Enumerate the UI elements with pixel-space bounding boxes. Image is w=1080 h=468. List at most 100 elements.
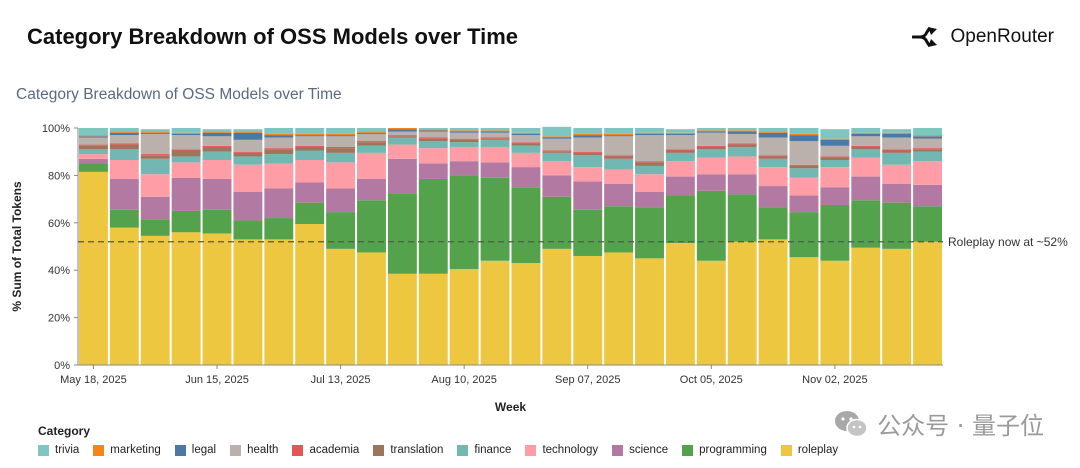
bar-segment-health — [326, 136, 356, 147]
bar-segment-health — [542, 138, 572, 151]
bar-segment-roleplay — [573, 255, 603, 365]
bar-segment-legal — [758, 132, 788, 138]
bar-segment-marketing — [758, 131, 788, 133]
bar-segment-academia — [758, 155, 788, 157]
bar-segment-trivia — [449, 128, 479, 131]
bar-segment-trivia — [511, 128, 541, 133]
bar-segment-translation — [882, 150, 912, 153]
bar-segment-health — [635, 135, 664, 162]
legend-swatch — [612, 444, 624, 456]
bar-segment-trivia — [202, 129, 232, 132]
bar-segment-programming — [449, 175, 479, 270]
bar-segment-trivia — [851, 128, 881, 133]
bar-segment-roleplay — [326, 248, 356, 365]
bar-segment-legal — [202, 132, 232, 137]
bar-segment-programming — [233, 220, 263, 240]
bar-segment-science — [511, 167, 541, 188]
legend-label: technology — [542, 444, 599, 456]
bar-segment-legal — [79, 136, 108, 138]
bar-segment-academia — [418, 137, 448, 139]
bar-segment-finance — [573, 155, 603, 168]
bar-segment-marketing — [202, 131, 232, 133]
bar-segment-marketing — [573, 133, 603, 136]
bar-segment-legal — [635, 133, 664, 136]
bar-segment-legal — [387, 129, 417, 132]
legend-item-translation[interactable]: translation — [373, 444, 443, 456]
bar-segment-roleplay — [480, 260, 510, 365]
bar-segment-trivia — [727, 128, 757, 131]
bar-segment-programming — [295, 202, 325, 224]
legend-label: science — [629, 444, 669, 456]
legend-item-marketing[interactable]: marketing — [93, 444, 161, 456]
bar-segment-legal — [789, 135, 819, 142]
bar-segment-finance — [851, 149, 881, 158]
bar-segment-science — [264, 188, 294, 219]
bar-segment-academia — [882, 149, 912, 151]
bar-segment-roleplay — [758, 239, 788, 365]
bar-segment-legal — [573, 135, 603, 138]
bar-segment-science — [233, 191, 263, 221]
bar-segment-health — [727, 133, 757, 144]
bar-segment-legal — [851, 133, 881, 137]
x-tick-label: Sep 07, 2025 — [555, 374, 620, 386]
bar-segment-marketing — [511, 132, 541, 134]
legend-item-academia[interactable]: academia — [292, 444, 359, 456]
bar-segment-programming — [789, 212, 819, 258]
bar-segment-health — [665, 135, 695, 150]
bar-segment-health — [295, 136, 325, 146]
bar-segment-translation — [202, 146, 232, 152]
legend-item-technology[interactable]: technology — [525, 444, 598, 456]
bar-segment-science — [171, 177, 201, 211]
bar-segment-roleplay — [109, 227, 139, 365]
brand[interactable]: OpenRouter — [912, 26, 1054, 48]
legend-item-legal[interactable]: legal — [174, 444, 216, 456]
bar-segment-marketing — [264, 133, 294, 136]
legend-label: finance — [474, 444, 512, 456]
legend-item-science[interactable]: science — [612, 444, 668, 456]
bar-segment-academia — [511, 142, 541, 144]
bar-segment-marketing — [604, 133, 634, 136]
bar-segment-health — [418, 131, 448, 138]
bar-segment-programming — [635, 207, 664, 259]
legend: Category trivia marketing legal health acade… — [38, 424, 852, 456]
legend-item-finance[interactable]: finance — [457, 444, 511, 456]
bar-segment-programming — [357, 200, 386, 253]
y-tick-label: 20% — [48, 313, 70, 325]
legend-label: translation — [390, 444, 444, 456]
bar-segment-technology — [789, 177, 819, 196]
bar-segment-academia — [449, 138, 479, 140]
bar-segment-finance — [665, 152, 695, 162]
bar-segment-trivia — [480, 128, 510, 131]
bar-segment-academia — [727, 143, 757, 145]
bar-segment-roleplay — [511, 263, 541, 365]
bar-segment-legal — [171, 133, 201, 136]
bar-segment-technology — [140, 174, 170, 197]
bar-segment-technology — [357, 152, 386, 179]
legend-item-health[interactable]: health — [230, 444, 278, 456]
bar-segment-academia — [913, 148, 942, 150]
bar-segment-science — [604, 183, 634, 207]
bar-segment-science — [913, 184, 942, 207]
legend-item-roleplay[interactable]: roleplay — [780, 444, 838, 456]
bar-segment-health — [357, 133, 386, 142]
bar-segment-finance — [542, 152, 572, 162]
bar-segment-translation — [820, 157, 850, 160]
bar-segment-translation — [449, 139, 479, 143]
bar-segment-academia — [789, 164, 819, 166]
bar-segment-marketing — [295, 133, 325, 136]
bar-segment-science — [109, 178, 139, 210]
bar-segment-science — [820, 187, 850, 206]
bar-segment-academia — [79, 144, 108, 146]
bar-segment-science — [449, 161, 479, 176]
bar-segment-marketing — [79, 135, 108, 137]
legend-item-trivia[interactable]: trivia — [38, 444, 79, 456]
bar-segment-finance — [418, 141, 448, 149]
bar-segment-translation — [789, 165, 819, 169]
legend-item-programming[interactable]: programming — [682, 444, 767, 456]
bar-segment-science — [418, 163, 448, 179]
bar-segment-health — [140, 133, 170, 155]
bar-segment-marketing — [635, 132, 664, 134]
x-tick-label: Jul 13, 2025 — [311, 374, 371, 386]
bar-segment-technology — [727, 156, 757, 175]
bar-segment-legal — [140, 132, 170, 134]
